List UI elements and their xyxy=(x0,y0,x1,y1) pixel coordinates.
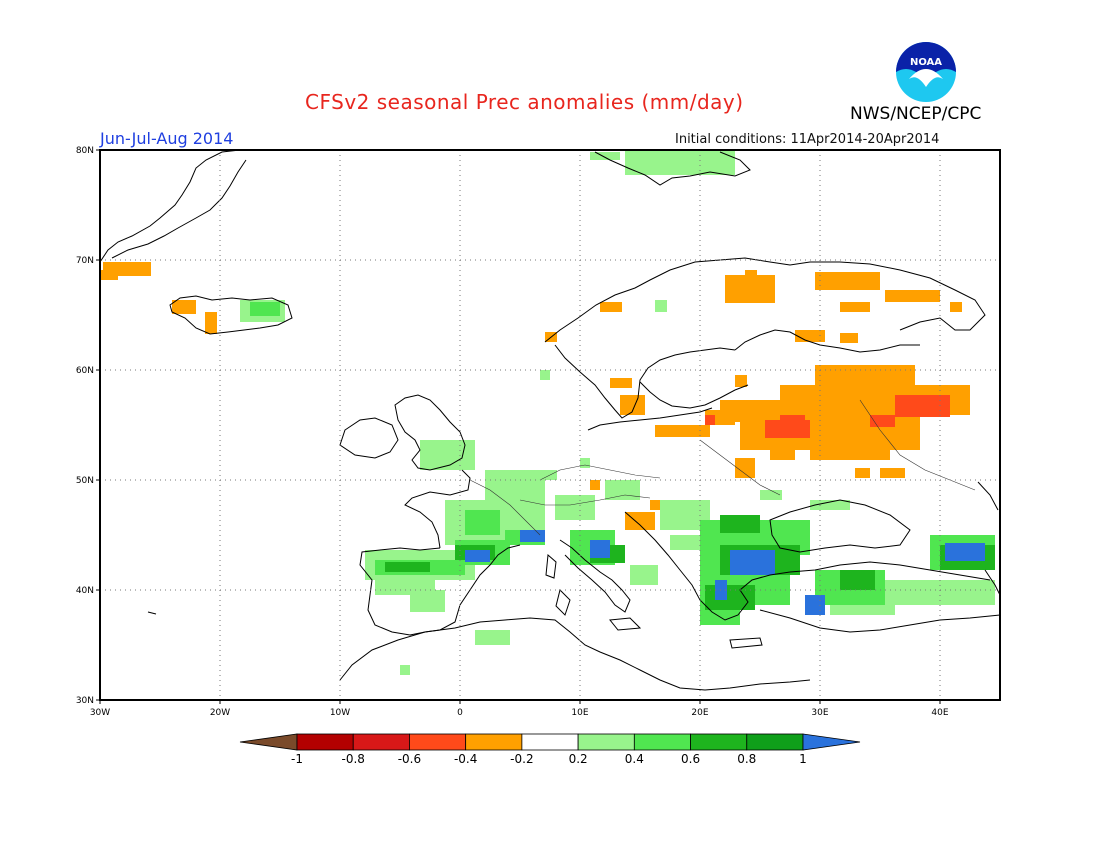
initial-conditions: Initial conditions: 11Apr2014-20Apr2014 xyxy=(675,132,940,147)
colorbar-label: 0.8 xyxy=(737,752,756,766)
lat-label: 80N xyxy=(76,146,94,156)
colorbar-box xyxy=(690,733,748,751)
lat-label: 70N xyxy=(76,256,94,266)
agency-label: NWS/NCEP/CPC xyxy=(850,104,982,124)
colorbar-max-arrow xyxy=(802,733,861,751)
lon-label: 30W xyxy=(90,708,110,718)
colorbar-box xyxy=(633,733,691,751)
lon-label: 0 xyxy=(457,708,463,718)
colorbar-box xyxy=(409,733,467,751)
colorbar-label: -0.8 xyxy=(342,752,365,766)
colorbar-box xyxy=(521,733,579,751)
lon-label: 20E xyxy=(691,708,708,718)
colorbar-label: -0.2 xyxy=(510,752,533,766)
lon-label: 10W xyxy=(330,708,350,718)
lat-label: 50N xyxy=(76,476,94,486)
colorbar-box xyxy=(577,733,635,751)
colorbar-min-arrow xyxy=(239,733,298,751)
noaa-logo-text: NOAA xyxy=(910,57,942,68)
lon-label: 40E xyxy=(931,708,948,718)
lon-label: 20W xyxy=(210,708,230,718)
map-grid xyxy=(100,150,1000,700)
lat-label: 40N xyxy=(76,586,94,596)
anomaly-cells xyxy=(100,150,995,675)
colorbar-box xyxy=(465,733,523,751)
colorbar-label: 0.4 xyxy=(625,752,644,766)
season-label: Jun-Jul-Aug 2014 xyxy=(100,129,234,148)
map-frame xyxy=(99,149,1001,701)
colorbar-label: -1 xyxy=(291,752,303,766)
noaa-logo-icon: NOAA xyxy=(896,42,956,102)
colorbar-box xyxy=(296,733,354,751)
colorbar-label: 0.6 xyxy=(681,752,700,766)
coastlines xyxy=(99,149,1001,691)
colorbar-label: -0.4 xyxy=(454,752,477,766)
colorbar-box xyxy=(746,733,804,751)
lat-label: 60N xyxy=(76,366,94,376)
longitude-labels: 30W 20W 10W 0 10E 20E 30E 40E xyxy=(90,700,949,718)
colorbar-label: 1 xyxy=(799,752,807,766)
colorbar-labels: -1 -0.8 -0.6 -0.4 -0.2 0.2 0.4 0.6 0.8 1 xyxy=(291,752,807,766)
lon-label: 30E xyxy=(811,708,828,718)
chart-title: CFSv2 seasonal Prec anomalies (mm/day) xyxy=(305,90,744,114)
lat-label: 30N xyxy=(76,696,94,706)
latitude-labels: 80N 70N 60N 50N 40N 30N xyxy=(76,146,100,706)
colorbar-box xyxy=(352,733,410,751)
colorbar-legend xyxy=(239,733,861,751)
colorbar-label: 0.2 xyxy=(569,752,588,766)
lon-label: 10E xyxy=(571,708,588,718)
colorbar-label: -0.6 xyxy=(398,752,421,766)
